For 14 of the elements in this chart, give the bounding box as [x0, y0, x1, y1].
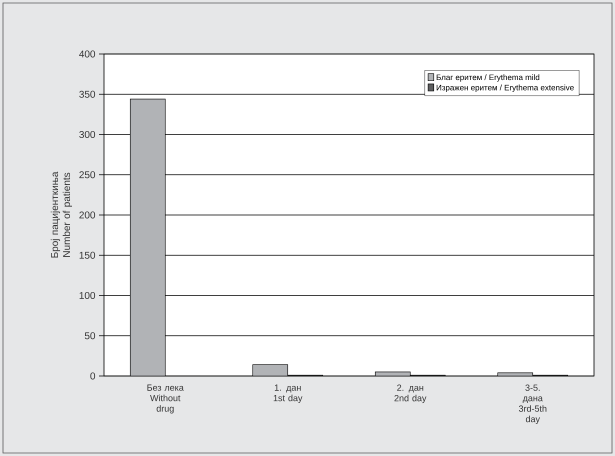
x-tick-label: 1. дан 1st day: [274, 384, 302, 404]
y-tick-label: 400: [79, 50, 96, 58]
y-tick-label: 50: [84, 332, 96, 340]
y-axis-title: Број пацијенткиња Number of patients: [50, 172, 72, 258]
x-tick-label: 2. дан 2nd day: [394, 384, 426, 404]
x-tick-label: 3-5. дана 3rd-5th day: [518, 384, 546, 424]
y-tick-label: 250: [79, 171, 96, 178]
y-tick-label: 300: [79, 130, 96, 138]
y-tick-label: 100: [80, 292, 96, 300]
y-tick-label: 350: [79, 90, 96, 98]
x-tick-label: Без лека Without drug: [147, 384, 184, 414]
y-tick-label: 150: [80, 252, 96, 259]
y-tick-label: 200: [79, 211, 96, 219]
y-tick-label: 0: [90, 372, 96, 380]
